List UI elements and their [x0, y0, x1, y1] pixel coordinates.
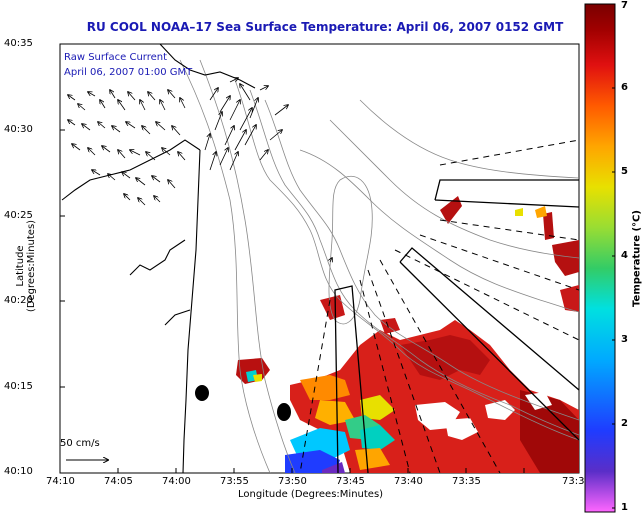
current-vectors: [68, 78, 332, 262]
coastline: [61, 44, 256, 473]
colorbar-tick-label: 1: [621, 502, 628, 513]
x-axis-title: Longitude (Degrees:Minutes): [238, 489, 384, 500]
y-tick-label: 40:15: [4, 381, 33, 392]
x-tick-label: 74:00: [162, 476, 191, 487]
y-tick-label: 40:20: [4, 295, 33, 306]
colorbar-tick-label: 7: [621, 0, 628, 11]
y-ticks: [60, 43, 65, 474]
x-tick-label: 73:35: [452, 476, 481, 487]
y-tick-label: 40:35: [4, 38, 33, 49]
y-tick-label: 40:30: [4, 124, 33, 135]
buoy-marker: [195, 385, 209, 401]
colorbar-tick-label: 5: [621, 166, 628, 177]
sst-patches: [236, 196, 579, 473]
colorbar-tick-label: 3: [621, 334, 628, 345]
x-tick-label: 74:10: [46, 476, 75, 487]
y-tick-label: 40:10: [4, 466, 33, 477]
radar-boundaries: [334, 179, 579, 473]
y-tick-label: 40:25: [4, 210, 33, 221]
y-axis-title: Latitude (Degrees:Minutes): [15, 219, 37, 313]
x-tick-label: 74:05: [104, 476, 133, 487]
x-ticks: [59, 468, 525, 473]
colorbar-tick-label: 2: [621, 418, 628, 429]
scale-label: 50 cm/s: [60, 438, 100, 449]
x-tick-label: 73:40: [394, 476, 423, 487]
colorbar-title: Temperature (°C): [631, 210, 643, 307]
colorbar-ticks: [612, 3, 615, 509]
x-tick-label: 73:55: [220, 476, 249, 487]
colorbar-tick-label: 4: [621, 250, 628, 261]
colorbar-tick-label: 6: [621, 82, 628, 93]
bathymetry-contours: [179, 59, 579, 473]
x-tick-label: 73:50: [278, 476, 307, 487]
x-tick-label: 73:3: [562, 476, 585, 487]
legend-line: April 06, 2007 01:00 GMT: [64, 67, 193, 78]
x-tick-label: 73:45: [336, 476, 365, 487]
current-legend: Raw Surface Current April 06, 2007 01:00…: [64, 50, 192, 80]
colorbar: [584, 3, 616, 513]
legend-line: Raw Surface Current: [64, 52, 168, 63]
map-title: RU COOL NOAA–17 Sea Surface Temperature:…: [86, 20, 564, 34]
radar-dashed-lines: [299, 139, 579, 473]
buoy-marker: [277, 403, 291, 421]
